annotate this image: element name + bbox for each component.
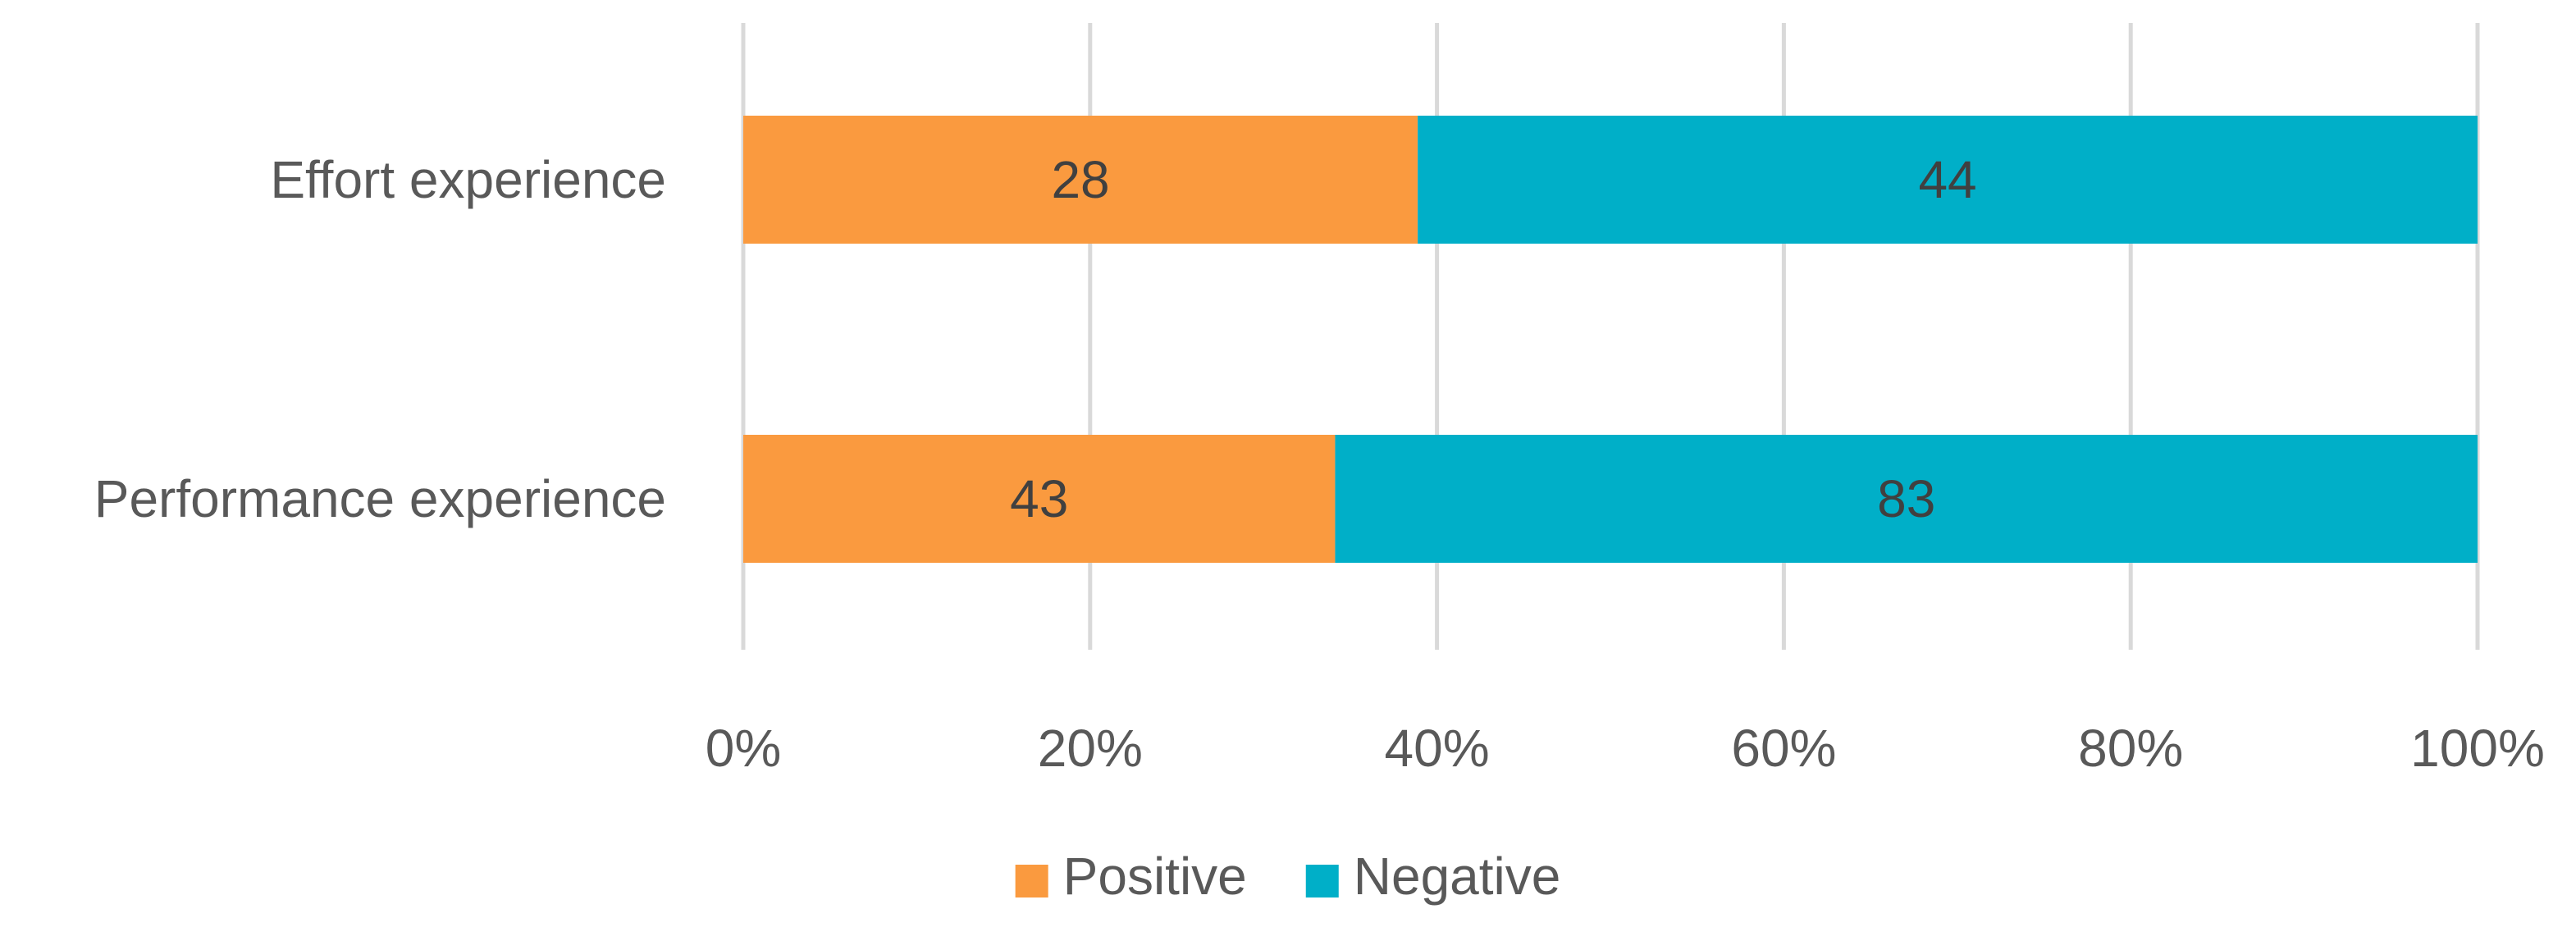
category-label: Effort experience (270, 150, 666, 209)
x-tick-label: 20% (1038, 719, 1143, 778)
bar-negative-0 (1418, 116, 2478, 244)
legend-label-negative: Negative (1354, 847, 1561, 906)
legend-label-positive: Positive (1063, 847, 1247, 906)
category-labels: Effort experience Performance experience (94, 150, 666, 528)
legend-swatch-positive (1015, 865, 1048, 897)
x-tick-label: 80% (2078, 719, 2183, 778)
bar-positive-0 (743, 116, 1418, 244)
x-tick-label: 60% (1731, 719, 1836, 778)
bars: 28 44 43 83 (743, 116, 2478, 563)
data-label-negative-1: 83 (1877, 469, 1935, 528)
data-label-positive-1: 43 (1010, 469, 1068, 528)
x-tick-label: 100% (2410, 719, 2545, 778)
x-tick-label: 40% (1385, 719, 1490, 778)
bar-negative-1 (1335, 435, 2478, 563)
category-label: Performance experience (94, 469, 666, 528)
bar-positive-1 (743, 435, 1336, 563)
legend-swatch-negative (1305, 865, 1339, 897)
x-axis-tick-labels: 0% 20% 40% 60% 80% 100% (706, 719, 2545, 778)
legend: Positive Negative (1015, 847, 1561, 906)
data-label-positive-0: 28 (1051, 150, 1109, 209)
data-label-negative-0: 44 (1918, 150, 1976, 209)
x-tick-label: 0% (706, 719, 782, 778)
